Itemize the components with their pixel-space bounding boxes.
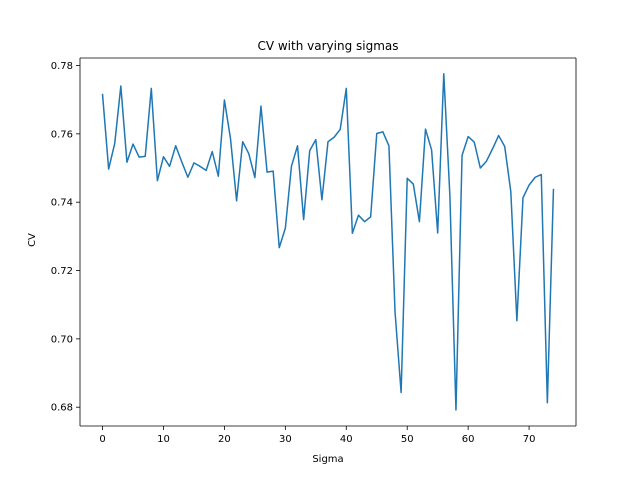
x-tick-label: 40 bbox=[340, 434, 353, 445]
y-tick-label: 0.74 bbox=[51, 198, 73, 209]
y-tick-label: 0.76 bbox=[51, 129, 73, 140]
plot-area: 0 10 20 30 40 50 60 70 0.68 0.70 0.72 0.74 0.76 0.78 bbox=[51, 57, 577, 445]
x-tick-label: 0 bbox=[99, 434, 105, 445]
y-tick-label: 0.70 bbox=[51, 334, 73, 345]
x-tick-label: 10 bbox=[157, 434, 170, 445]
x-tick-label: 30 bbox=[279, 434, 292, 445]
x-tick-label: 70 bbox=[523, 434, 536, 445]
series-line-0 bbox=[101, 72, 555, 411]
y-axis-title: CV bbox=[27, 233, 38, 247]
x-tick-label: 50 bbox=[401, 434, 414, 445]
x-tick-label: 20 bbox=[218, 434, 231, 445]
x-tick-label: 60 bbox=[462, 434, 475, 445]
y-tick-label: 0.72 bbox=[51, 266, 73, 277]
chart-title: CV with varying sigmas bbox=[257, 39, 398, 53]
y-tick-label: 0.78 bbox=[51, 61, 73, 72]
x-axis-title: Sigma bbox=[312, 454, 343, 465]
y-tick-label: 0.68 bbox=[51, 403, 73, 414]
